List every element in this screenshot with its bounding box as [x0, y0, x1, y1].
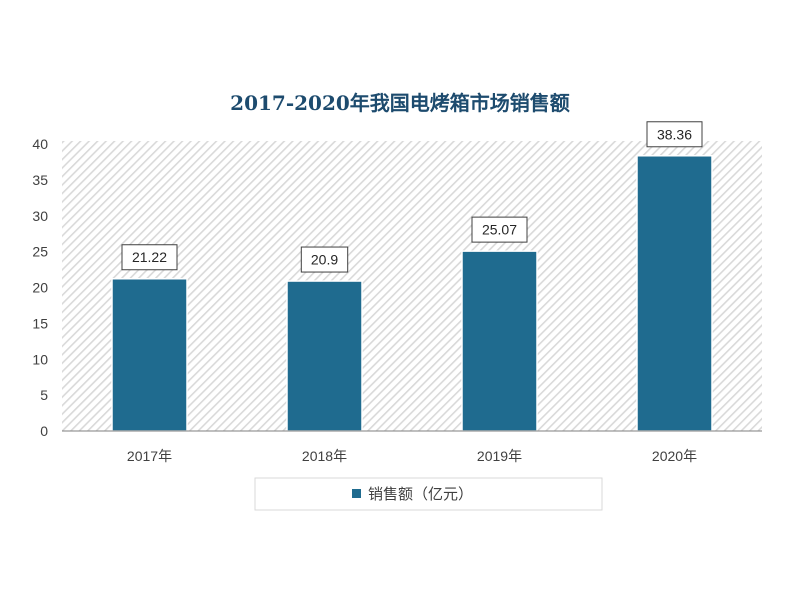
x-tick-label-2019: 2019年 [477, 448, 522, 464]
y-axis-ticks: 0 5 10 15 20 25 30 35 40 [32, 136, 48, 439]
y-tick-label: 0 [40, 423, 48, 439]
chart-title: 2017-2020年我国电烤箱市场销售额 [230, 91, 570, 115]
x-tick-label-2018: 2018年 [302, 448, 347, 464]
bar-2020 [636, 155, 713, 432]
data-label-2018: 20.9 [311, 252, 338, 268]
x-tick-label-2020: 2020年 [652, 448, 697, 464]
legend-marker [352, 489, 361, 498]
data-label-box-2018 [300, 246, 349, 273]
bar-2017 [111, 277, 188, 432]
bar-2019 [461, 250, 538, 432]
data-label-2017: 21.22 [132, 249, 167, 265]
x-axis-ticks: 2017年 2018年 2019年 2020年 [127, 448, 697, 464]
legend: 销售额（亿元） [254, 477, 603, 511]
data-label-2019: 25.07 [482, 222, 517, 238]
data-label-box-2017 [121, 244, 178, 271]
data-label-box-2019 [471, 216, 528, 243]
data-label-box-2020 [646, 121, 703, 148]
x-tick-label-2017: 2017年 [127, 448, 172, 464]
y-tick-label: 10 [32, 351, 48, 367]
y-tick-label: 5 [40, 387, 48, 403]
y-tick-label: 15 [32, 315, 48, 331]
legend-box [254, 477, 603, 511]
y-tick-label: 30 [32, 208, 48, 224]
y-tick-label: 40 [32, 136, 48, 152]
bars [111, 155, 713, 432]
data-labels: 21.22 20.9 25.07 38.36 [121, 121, 703, 273]
y-tick-label: 25 [32, 244, 48, 260]
bar-2018 [286, 280, 363, 432]
y-tick-label: 20 [32, 280, 48, 296]
data-label-2020: 38.36 [657, 126, 692, 142]
legend-label: 销售额（亿元） [368, 486, 473, 503]
y-tick-label: 35 [32, 172, 48, 188]
